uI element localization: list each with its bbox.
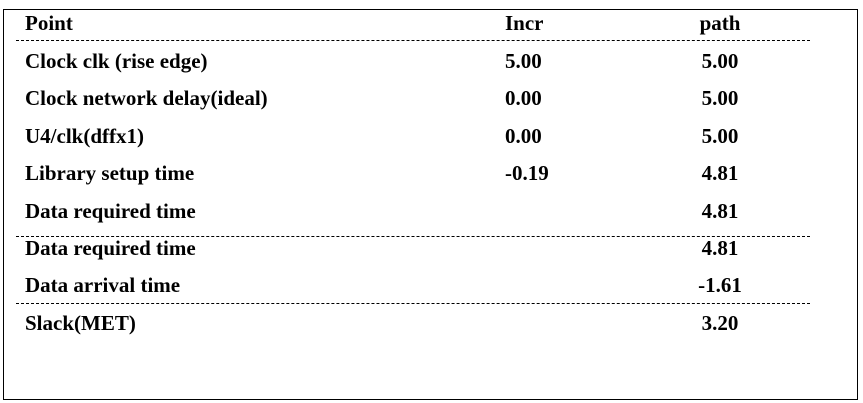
row-point: Clock clk (rise edge) [25,49,208,73]
table-row: Library setup time -0.19 4.81 [0,159,863,187]
row-path: 4.81 [701,199,739,223]
header-path: path [699,11,741,35]
row-point: Data required time [25,199,196,223]
header-incr: Incr [505,11,544,35]
row-path: 5.00 [701,49,739,73]
table-row: Data arrival time -1.61 [0,271,863,299]
row-incr: 0.00 [505,86,542,110]
table-row: Clock network delay(ideal) 0.00 5.00 [0,84,863,112]
row-point: Data arrival time [25,273,181,297]
table-row: U4/clk(dffx1) 0.00 5.00 [0,122,863,150]
row-incr: 5.00 [505,49,542,73]
row-point: Data required time [25,236,196,260]
row-path: 5.00 [701,124,739,148]
row-path: -1.61 [698,273,742,297]
table-row: Clock clk (rise edge) 5.00 5.00 [0,47,863,75]
row-path: 4.81 [701,236,739,260]
row-point: U4/clk(dffx1) [25,124,144,148]
separator-slack [16,303,810,304]
row-point: Slack(MET) [25,311,136,335]
row-path: 5.00 [701,86,739,110]
table-frame [3,9,858,400]
separator-required [16,236,810,237]
header-point: Point [25,11,73,35]
row-point: Library setup time [25,161,195,185]
row-point: Clock network delay(ideal) [25,86,268,110]
separator-header [16,40,810,41]
table-row: Data required time 4.81 [0,197,863,225]
row-path: 3.20 [701,311,739,335]
row-path: 4.81 [701,161,739,185]
row-incr: 0.00 [505,124,542,148]
table-row: Slack(MET) 3.20 [0,309,863,337]
row-incr: -0.19 [505,161,549,185]
table-row: Data required time 4.81 [0,234,863,262]
table-header-row: Point Incr path [0,9,863,37]
